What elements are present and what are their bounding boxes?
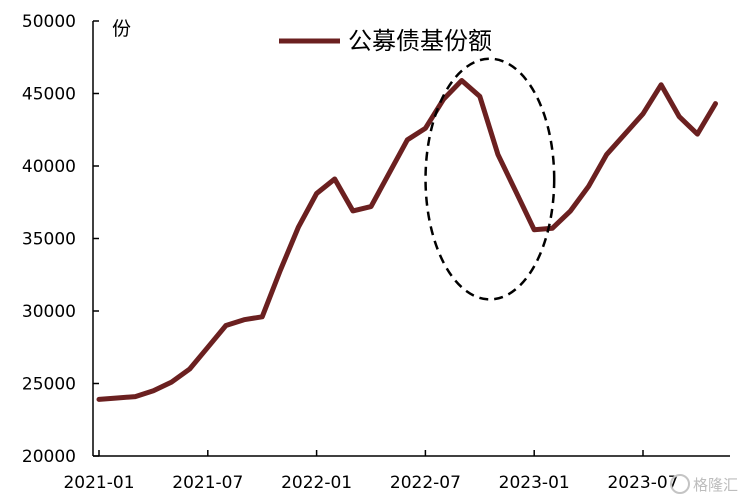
x-tick-label: 2023-07	[607, 473, 678, 493]
watermark-logo-icon	[670, 474, 690, 494]
y-tick-label: 20000	[22, 447, 76, 467]
x-tick-label: 2023-01	[499, 473, 570, 493]
series-points	[98, 80, 716, 400]
y-tick-label: 35000	[22, 230, 76, 250]
watermark: 格隆汇	[670, 474, 738, 494]
x-tick-label: 2021-01	[63, 473, 134, 493]
y-tick-label: 45000	[22, 85, 76, 105]
dashed-ellipse-annotation	[424, 57, 556, 301]
legend-label: 公募债基份额	[348, 27, 492, 55]
x-ticks: 2021-01 2021-07 2022-01 2022-07 2023-01 2023-…	[63, 450, 679, 493]
watermark-text: 格隆汇	[693, 476, 738, 494]
y-tick-label: 30000	[22, 302, 76, 322]
x-tick-label: 2021-07	[172, 473, 243, 493]
x-tick-label: 2022-01	[281, 473, 352, 493]
y-ticks: 20000 25000 30000 35000 40000 45000 50000	[22, 12, 99, 467]
x-tick-label: 2022-07	[390, 473, 461, 493]
y-tick-label: 25000	[22, 375, 76, 395]
y-tick-label: 40000	[22, 157, 76, 177]
y-tick-label: 50000	[22, 12, 76, 32]
y-axis-unit-label: 份	[112, 18, 131, 40]
legend: 公募债基份额	[279, 27, 492, 55]
series-line	[96, 78, 718, 402]
axes	[92, 21, 730, 457]
